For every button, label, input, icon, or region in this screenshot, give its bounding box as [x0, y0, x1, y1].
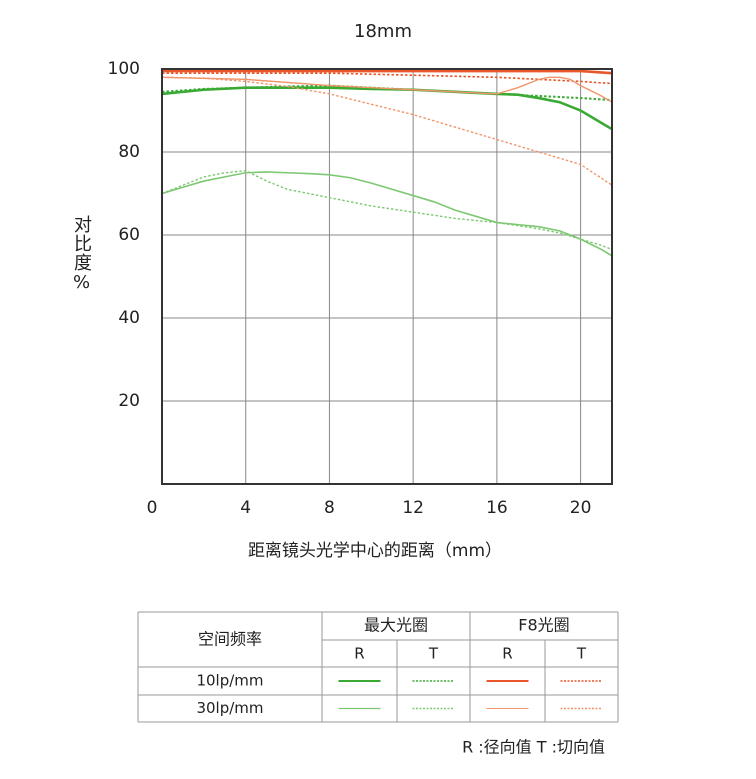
- x-tick-label: 0: [147, 498, 158, 518]
- table-group: F8光圈: [518, 616, 569, 635]
- footnote: R :径向值 T :切向值: [462, 738, 605, 757]
- x-tick-label: 16: [486, 498, 508, 518]
- plot-frame: [161, 68, 613, 485]
- y-tick-label: 100: [108, 59, 140, 79]
- x-tick-label: 4: [240, 498, 251, 518]
- series-line: [162, 69, 613, 75]
- chart-title: 18mm: [354, 21, 412, 42]
- table-column: T: [576, 645, 587, 663]
- y-axis-label: 对比度%: [71, 215, 92, 294]
- x-axis-label: 距离镜头光学中心的距离（mm）: [248, 541, 502, 561]
- series-line: [161, 171, 613, 257]
- table-column: T: [428, 645, 439, 663]
- y-tick-label: 20: [118, 391, 140, 411]
- y-tick-label: 80: [118, 142, 140, 162]
- y-tick-label: 40: [118, 308, 140, 328]
- table-group: 最大光圈: [364, 616, 428, 635]
- x-tick-label: 12: [402, 498, 424, 518]
- x-tick-label: 20: [570, 498, 592, 518]
- series-line: [161, 76, 613, 186]
- series-line: [161, 76, 613, 103]
- x-tick-label: 8: [324, 498, 335, 518]
- table-header: 空间频率: [198, 630, 262, 649]
- table-column: R: [502, 645, 512, 663]
- series-line: [161, 169, 613, 251]
- table-row-label: 10lp/mm: [196, 672, 263, 690]
- table-column: R: [354, 645, 364, 663]
- y-tick-label: 60: [118, 225, 140, 245]
- series-line: [162, 72, 613, 85]
- table-row-label: 30lp/mm: [196, 699, 263, 717]
- series-line: [161, 86, 613, 131]
